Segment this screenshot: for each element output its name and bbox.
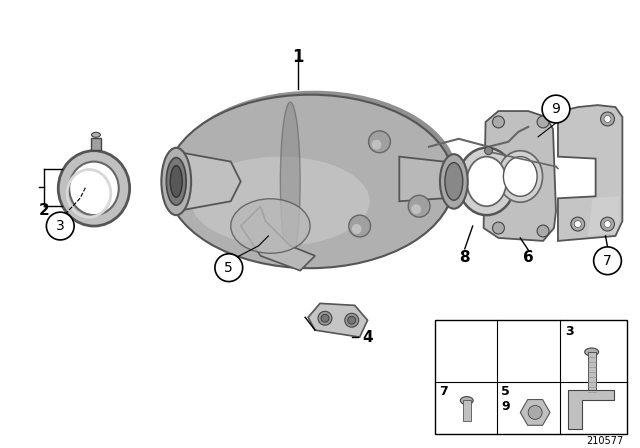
Text: 8: 8 [460,250,470,265]
Ellipse shape [440,154,468,209]
Ellipse shape [92,132,100,138]
Circle shape [604,116,611,122]
Circle shape [412,204,421,214]
FancyBboxPatch shape [91,138,101,150]
Circle shape [537,225,549,237]
Circle shape [372,140,381,150]
Text: 3: 3 [56,219,65,233]
Text: 9: 9 [501,400,510,413]
Text: 1: 1 [292,47,304,65]
Circle shape [215,254,243,281]
Polygon shape [399,157,454,201]
Text: 4: 4 [363,330,373,345]
Ellipse shape [460,396,473,405]
Circle shape [600,112,614,126]
Ellipse shape [585,348,598,356]
Text: 210577: 210577 [586,436,623,446]
FancyBboxPatch shape [588,352,596,394]
Text: 7: 7 [603,254,612,268]
Ellipse shape [458,148,515,215]
Ellipse shape [231,199,310,253]
Ellipse shape [58,151,130,226]
Circle shape [493,116,504,128]
Ellipse shape [170,166,182,197]
Circle shape [484,147,493,155]
Text: 9: 9 [552,102,561,116]
Polygon shape [558,105,622,241]
Circle shape [408,195,430,217]
Circle shape [528,405,542,419]
Circle shape [537,116,549,128]
Circle shape [493,222,504,234]
Circle shape [571,217,585,231]
FancyBboxPatch shape [435,320,627,434]
Ellipse shape [170,90,458,264]
Circle shape [542,95,570,123]
Ellipse shape [166,95,454,268]
FancyBboxPatch shape [463,400,470,422]
Circle shape [594,247,621,275]
Polygon shape [484,111,556,241]
Ellipse shape [191,157,369,246]
Text: 2: 2 [39,203,50,218]
Ellipse shape [166,158,186,205]
Circle shape [604,220,611,228]
Circle shape [348,316,356,324]
Polygon shape [308,303,367,337]
Circle shape [321,314,329,322]
Circle shape [345,313,358,327]
Circle shape [369,131,390,153]
Polygon shape [176,152,241,211]
Circle shape [574,220,581,228]
Circle shape [349,215,371,237]
Ellipse shape [467,157,506,206]
Ellipse shape [280,102,300,261]
Circle shape [46,212,74,240]
Polygon shape [568,390,614,429]
Circle shape [318,311,332,325]
Text: 6: 6 [523,250,534,265]
Text: 7: 7 [439,385,448,398]
Ellipse shape [445,163,463,200]
Polygon shape [588,196,620,236]
Text: 5: 5 [501,385,510,398]
Polygon shape [241,206,315,271]
Text: 5: 5 [225,261,233,275]
Ellipse shape [69,162,119,215]
Ellipse shape [161,148,191,215]
Circle shape [600,217,614,231]
Ellipse shape [504,157,537,196]
Circle shape [352,224,362,234]
Text: 3: 3 [565,325,573,338]
Ellipse shape [498,151,543,202]
